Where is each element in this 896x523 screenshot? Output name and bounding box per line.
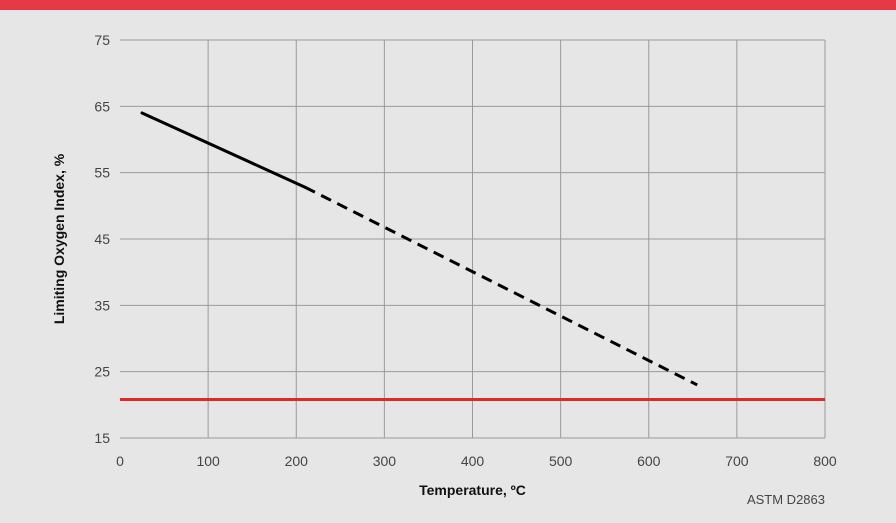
grid	[120, 39, 826, 439]
x-tick-label: 600	[637, 453, 661, 469]
y-axis-title: Limiting Oxygen Index, %	[51, 153, 67, 324]
y-tick-label: 45	[94, 231, 110, 247]
x-tick-label: 800	[813, 453, 837, 469]
x-tick-label: 400	[461, 453, 485, 469]
series-line-solid	[140, 111, 307, 189]
y-tick-label: 35	[94, 297, 110, 313]
tick-labels: 0 100 200 300 400 500 600 700 800 15 25 35 45 55 65 75	[94, 32, 836, 469]
y-tick-label: 75	[94, 32, 110, 48]
series-lines	[140, 111, 698, 387]
x-tick-label: 700	[725, 453, 749, 469]
y-tick-label: 25	[94, 364, 110, 380]
series-line-dashed	[304, 185, 698, 387]
x-axis-title: Temperature, ºC	[419, 482, 526, 498]
x-tick-label: 200	[285, 453, 309, 469]
y-tick-label: 55	[94, 165, 110, 181]
x-tick-label: 100	[196, 453, 220, 469]
source-note: ASTM D2863	[747, 492, 825, 507]
y-tick-label: 15	[94, 430, 110, 446]
header-bar	[0, 0, 896, 10]
x-tick-label: 500	[549, 453, 573, 469]
y-tick-label: 65	[94, 98, 110, 114]
x-tick-label: 0	[116, 453, 124, 469]
x-tick-label: 300	[373, 453, 397, 469]
